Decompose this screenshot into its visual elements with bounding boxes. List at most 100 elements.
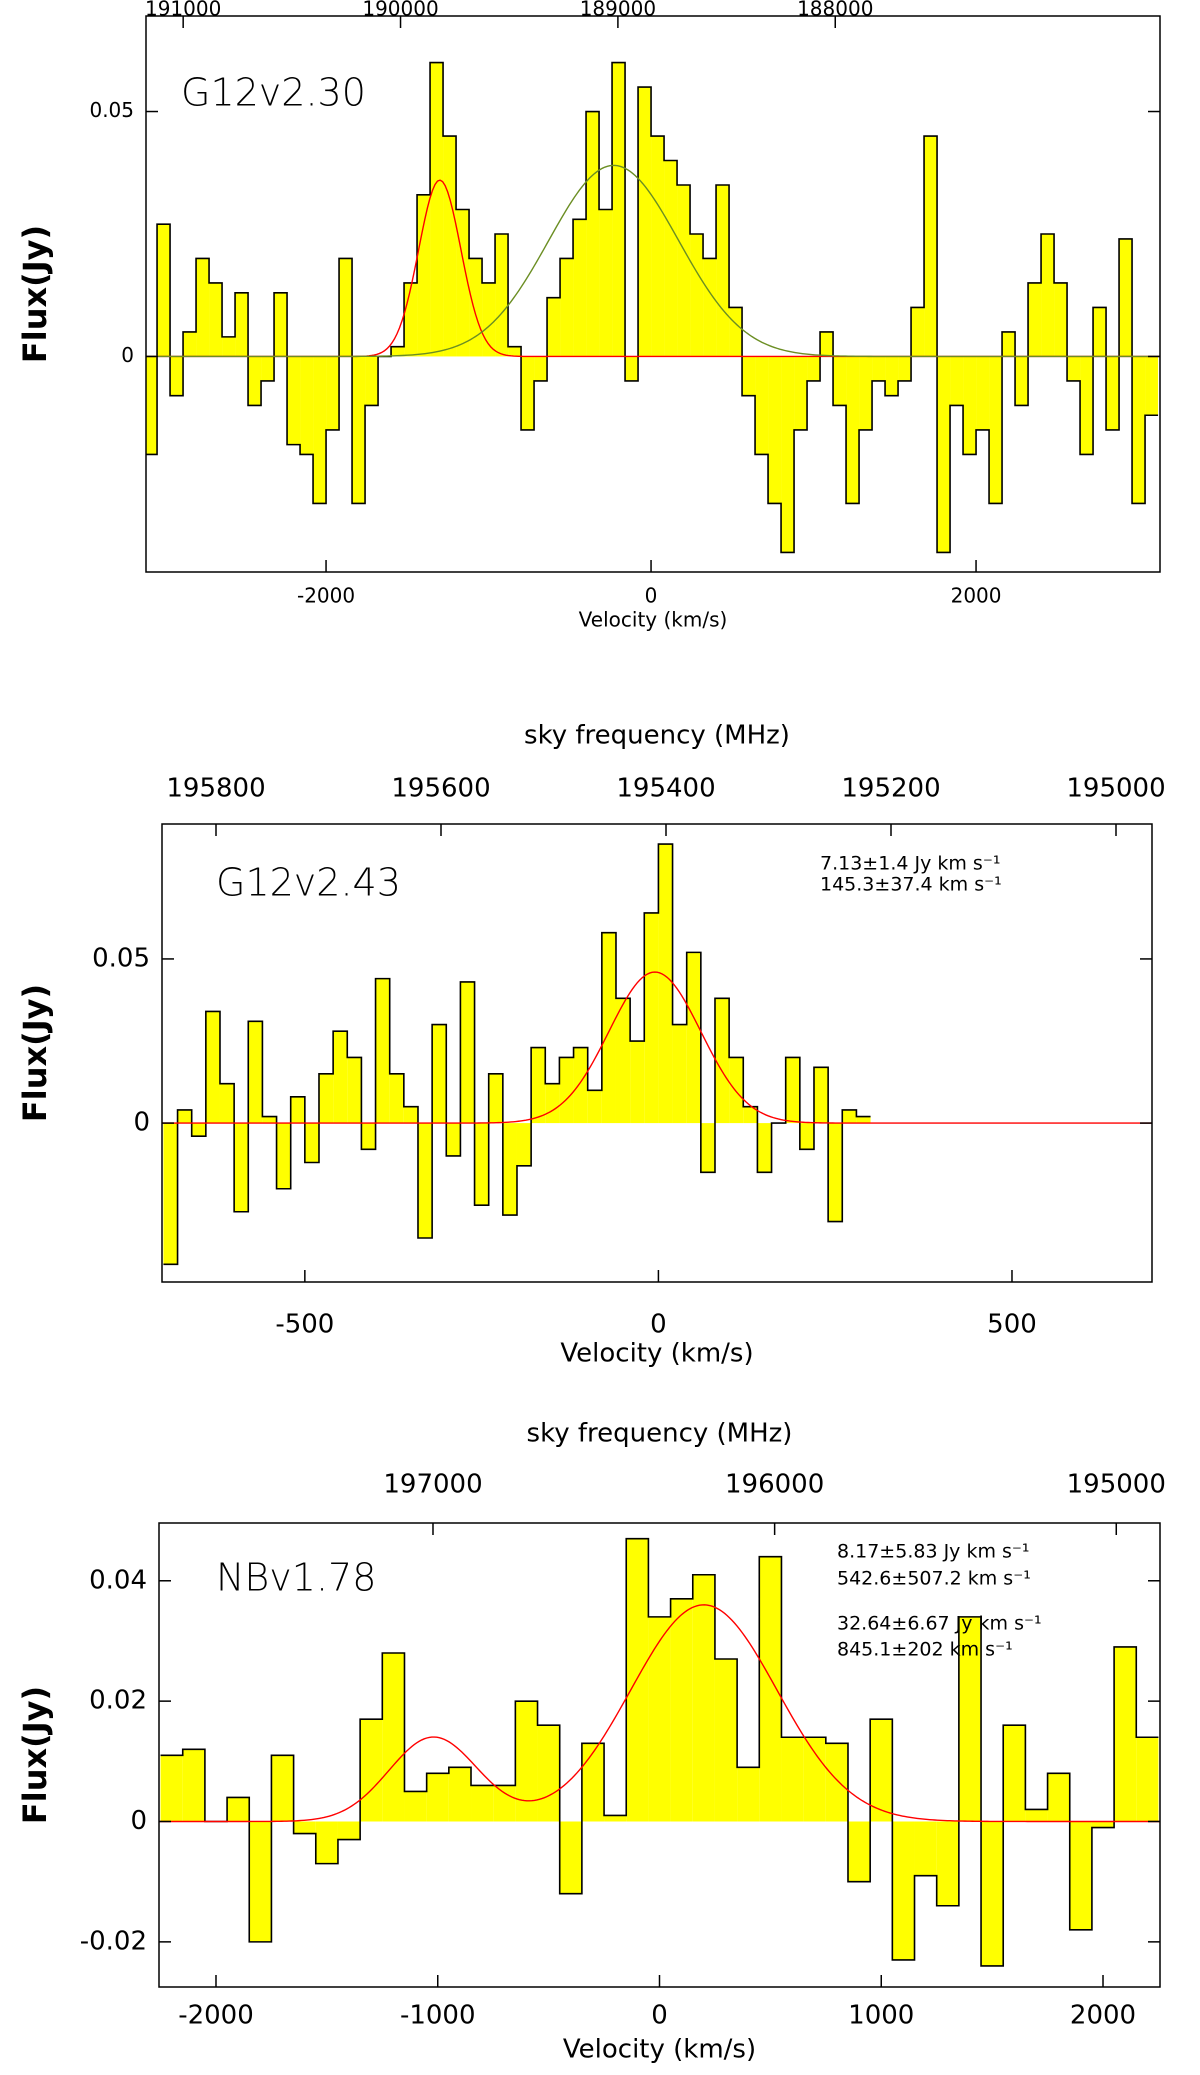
flux-bar <box>898 356 912 381</box>
flux-bar <box>471 1785 494 1822</box>
plot-area <box>159 1537 1160 1967</box>
flux-bar <box>493 1785 516 1822</box>
flux-bar <box>474 1123 489 1206</box>
flux-bar <box>365 356 379 406</box>
flux-bar <box>842 1109 857 1124</box>
x2-tick-label: 188000 <box>797 0 873 21</box>
flux-bar <box>304 1123 319 1163</box>
flux-bar <box>177 1109 192 1124</box>
flux-bar <box>360 1719 383 1822</box>
fit-annotation: 542.6±507.2 km s⁻¹ <box>837 1568 1031 1590</box>
flux-bar <box>612 62 626 357</box>
flux-bar <box>729 1057 744 1124</box>
flux-bar <box>516 1123 532 1166</box>
flux-bar <box>146 356 158 455</box>
flux-bar <box>785 1057 800 1124</box>
flux-bar <box>537 1725 560 1822</box>
flux-bar <box>482 282 496 357</box>
flux-bar <box>1093 307 1107 357</box>
x2-tick-label: 195400 <box>616 774 715 804</box>
flux-bar <box>847 1821 871 1882</box>
flux-bar <box>885 356 899 396</box>
x2-axis-label: sky frequency (MHz) <box>527 1419 793 1449</box>
x-tick-label: -500 <box>275 1310 334 1340</box>
flux-bar <box>337 1821 361 1840</box>
flux-bar <box>469 258 483 357</box>
x-tick-label: 2000 <box>951 584 1002 608</box>
y-tick-label: 0 <box>133 1108 150 1138</box>
flux-bar <box>261 356 275 381</box>
flux-bar <box>1132 356 1146 504</box>
y-tick-label: 0.02 <box>89 1686 147 1716</box>
flux-bar <box>573 1047 588 1124</box>
flux-bar <box>859 356 873 430</box>
flux-bar <box>534 356 548 381</box>
flux-bar <box>807 356 821 381</box>
flux-bar <box>936 1821 959 1906</box>
flux-bar <box>430 62 444 357</box>
flux-bar <box>638 87 652 357</box>
flux-bar <box>573 219 587 357</box>
flux-bar <box>404 1791 427 1822</box>
flux-bar <box>677 185 691 357</box>
flux-bar <box>846 356 860 504</box>
x2-tick-label: 195800 <box>166 774 265 804</box>
flux-bar <box>1119 238 1133 357</box>
flux-bar <box>547 297 561 357</box>
x-axis-label: Velocity (km/s) <box>579 608 728 632</box>
flux-bar <box>1114 1646 1137 1822</box>
flux-bar <box>1025 1809 1048 1822</box>
flux-bar <box>521 356 535 430</box>
flux-bar <box>626 1538 649 1822</box>
panel-title: NBv1.78 <box>216 1556 376 1600</box>
flux-bar <box>234 1123 249 1212</box>
spectrum-outline <box>160 1537 1159 1967</box>
flux-bar <box>559 1821 582 1894</box>
flux-bar <box>290 1096 305 1124</box>
fit-curve <box>146 164 1160 358</box>
flux-bar <box>196 258 210 357</box>
flux-bar <box>1002 331 1016 357</box>
flux-bar <box>892 1821 915 1960</box>
flux-bar <box>1080 356 1094 455</box>
flux-bar <box>271 1755 294 1822</box>
plot-area <box>146 61 1160 554</box>
panel-title: G12v2.43 <box>216 861 401 905</box>
flux-bar <box>872 356 886 381</box>
plot-frame <box>145 15 1161 573</box>
flux-bar <box>495 233 509 357</box>
x-axis-label: Velocity (km/s) <box>563 2035 756 2065</box>
flux-bar <box>601 932 616 1124</box>
flux-bar <box>924 136 938 357</box>
flux-bar <box>545 1083 560 1124</box>
panel: -2000 0 2000 191000 190000 189000 188000 0 0.05 V… <box>16 0 1161 632</box>
x2-tick-label: 196000 <box>725 1470 824 1500</box>
x-tick-label: -1000 <box>400 2001 476 2031</box>
flux-bar <box>222 336 236 357</box>
flux-bar <box>160 1755 183 1822</box>
flux-bar <box>446 1123 461 1156</box>
flux-bar <box>870 1719 893 1822</box>
x2-axis-label: sky frequency (MHz) <box>524 721 790 751</box>
flux-bar <box>1028 282 1042 357</box>
flux-bar <box>625 356 639 381</box>
x2-tick-label: 195600 <box>391 774 490 804</box>
flux-bar <box>300 356 314 455</box>
flux-bar <box>315 1821 338 1864</box>
flux-bar <box>508 346 522 357</box>
x-tick-label: 0 <box>650 1310 667 1340</box>
x2-tick-label: 190000 <box>362 0 438 21</box>
flux-bar <box>382 1652 405 1822</box>
y-tick-label: 0 <box>121 343 134 367</box>
flux-bar <box>391 346 405 357</box>
flux-bar <box>833 356 847 406</box>
flux-bar <box>755 356 769 455</box>
flux-bar <box>813 1067 829 1124</box>
fit-annotation: 845.1±202 km s⁻¹ <box>837 1639 1013 1661</box>
flux-bar <box>914 1821 937 1876</box>
flux-bar <box>714 1659 738 1822</box>
flux-bar <box>586 111 600 357</box>
x-tick-label: 1000 <box>848 2001 914 2031</box>
flux-bar <box>976 356 990 430</box>
flux-bar <box>1069 1821 1092 1930</box>
